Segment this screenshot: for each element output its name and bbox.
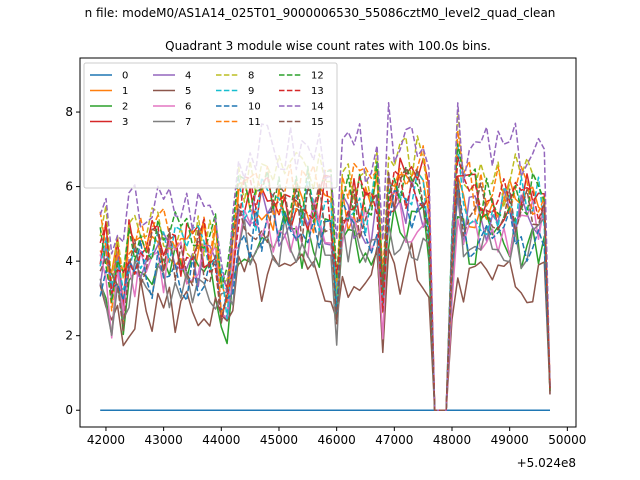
series-line-15 (99, 166, 551, 411)
legend-label-7: 7 (185, 117, 191, 128)
axes-frame (79, 57, 577, 428)
legend-label-0: 0 (122, 71, 128, 82)
y-tick-label: 4 (65, 254, 73, 268)
y-tick-label: 0 (65, 403, 73, 417)
series-line-10 (99, 179, 551, 411)
x-axis: 42000 43000 44000 45000 46000 47000 48000 49000… (87, 427, 586, 447)
chart-title: Quadrant 3 module wise count rates with … (165, 39, 491, 53)
series-line-9 (99, 144, 551, 411)
x-tick-label: 45000 (260, 433, 298, 447)
x-tick-label: 47000 (375, 433, 413, 447)
legend-label-6: 6 (185, 102, 191, 113)
x-tick-label: 44000 (202, 433, 240, 447)
legend-label-11: 11 (248, 117, 261, 128)
legend-label-12: 12 (311, 71, 324, 82)
legend-label-8: 8 (248, 71, 254, 82)
x-tick-label: 42000 (87, 433, 125, 447)
y-tick-label: 2 (65, 329, 73, 343)
legend-box (83, 62, 338, 189)
y-axis: 0 2 4 6 8 (65, 105, 80, 417)
series-line-5 (99, 241, 551, 411)
legend-label-13: 13 (311, 86, 324, 97)
legend-label-1: 1 (122, 86, 128, 97)
y-tick-label: 6 (65, 180, 73, 194)
legend-label-4: 4 (185, 71, 191, 82)
legend-label-3: 3 (122, 117, 128, 128)
legend-label-5: 5 (185, 86, 191, 97)
x-tick-label: 48000 (433, 433, 471, 447)
series-line-13 (99, 156, 551, 411)
y-tick-label: 8 (65, 105, 73, 119)
x-tick-label: 46000 (318, 433, 356, 447)
series-line-12 (99, 143, 551, 411)
x-offset-label: +5.024e8 (517, 456, 576, 470)
legend-label-15: 15 (311, 117, 324, 128)
x-tick-label: 43000 (145, 433, 183, 447)
legend-label-9: 9 (248, 86, 254, 97)
x-tick-label: 49000 (491, 433, 529, 447)
x-tick-label: 50000 (548, 433, 586, 447)
series-line-6 (99, 190, 551, 411)
series-line-7 (99, 185, 551, 411)
legend-label-14: 14 (311, 102, 324, 113)
suptitle: n file: modeM0/AS1A14_025T01_9000006530_… (85, 6, 556, 20)
legend-label-2: 2 (122, 102, 128, 113)
legend-label-10: 10 (248, 102, 261, 113)
